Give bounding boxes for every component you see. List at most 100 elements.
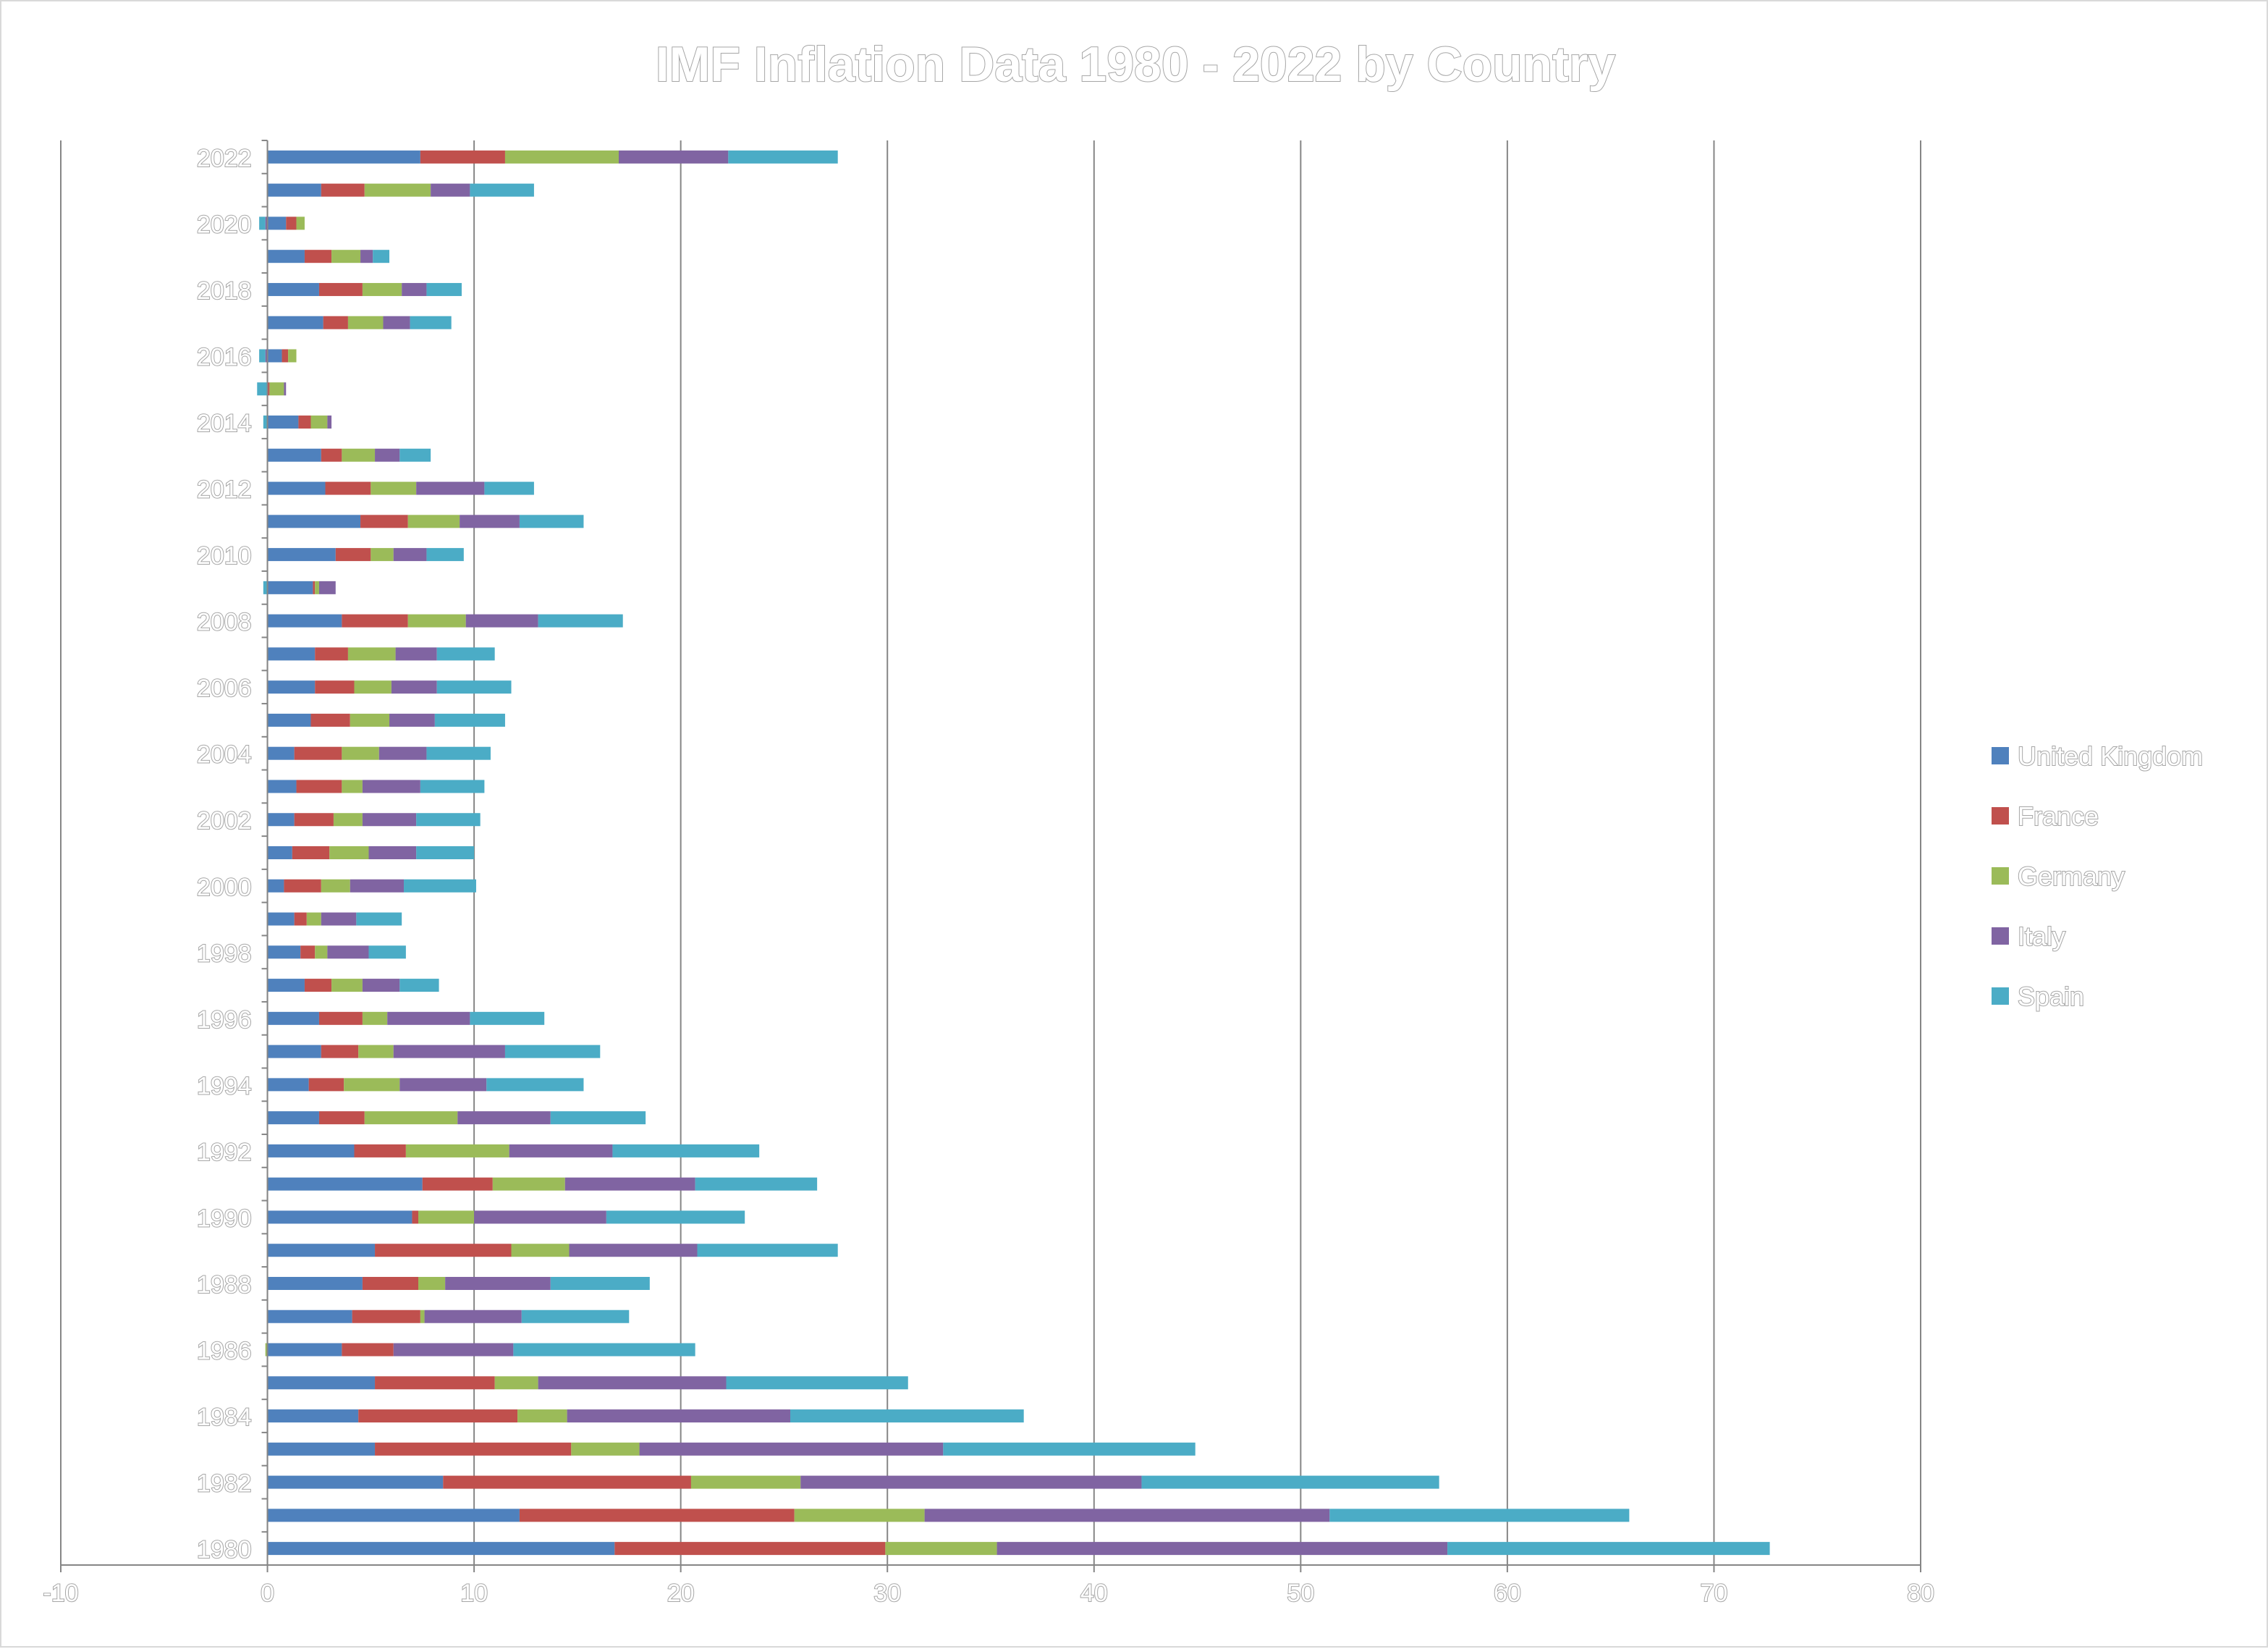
bar-segment-spain-1997 xyxy=(399,979,439,992)
bar-segment-italy-2005 xyxy=(389,713,435,727)
bar-segment-germany-2002 xyxy=(333,813,363,827)
bar-segment-france-2021 xyxy=(321,183,365,197)
bar-segment-germany-2022 xyxy=(504,150,619,164)
bar-segment-united-kingdom-1996 xyxy=(267,1011,319,1025)
x-tick-label: 70 xyxy=(1701,1580,1728,1607)
legend-label-france: France xyxy=(2018,801,2099,831)
y-tick-label: 2012 xyxy=(197,476,252,504)
bar-segment-united-kingdom-1984 xyxy=(267,1409,359,1423)
y-tick-label: 2020 xyxy=(197,211,252,238)
bar-segment-spain-1999 xyxy=(356,912,402,926)
bar-segment-france-1983 xyxy=(375,1442,572,1456)
bar-segment-spain-1996 xyxy=(470,1011,545,1025)
bar-segment-germany-2003 xyxy=(342,780,363,793)
bar-segment-united-kingdom-2007 xyxy=(267,647,316,661)
bar-segment-france-2005 xyxy=(310,713,350,727)
bar-segment-france-1998 xyxy=(300,945,316,959)
bar-segment-france-2008 xyxy=(342,614,408,628)
bar-segment-spain-1981 xyxy=(1329,1509,1630,1522)
bar-segment-united-kingdom-2016 xyxy=(267,349,282,363)
bar-segment-spain-2014 xyxy=(263,416,268,429)
bar-segment-spain-1984 xyxy=(790,1409,1024,1423)
bar-segment-france-2001 xyxy=(292,846,330,859)
bar-segment-france-1994 xyxy=(308,1078,344,1092)
bar-segment-france-2006 xyxy=(315,680,355,694)
bar-segment-france-2011 xyxy=(360,515,408,528)
y-tick-label: 1992 xyxy=(197,1139,252,1166)
x-tick-label: 10 xyxy=(460,1580,488,1607)
bar-segment-italy-1995 xyxy=(393,1045,505,1058)
bar-segment-germany-2005 xyxy=(350,713,390,727)
bar-segment-france-1982 xyxy=(443,1475,691,1489)
y-tick-label: 2008 xyxy=(197,609,252,636)
bar-segment-spain-1982 xyxy=(1141,1475,1439,1489)
y-tick-label: 2010 xyxy=(197,542,252,570)
bar-segment-united-kingdom-2017 xyxy=(267,316,323,329)
bar-segment-italy-2013 xyxy=(375,448,400,462)
bar-segment-italy-1990 xyxy=(474,1210,606,1224)
bar-segment-germany-2004 xyxy=(342,746,379,760)
bar-segment-united-kingdom-1997 xyxy=(267,979,305,992)
bar-segment-italy-1998 xyxy=(327,945,369,959)
bar-segment-united-kingdom-1991 xyxy=(267,1177,423,1191)
bar-segment-france-1996 xyxy=(318,1011,363,1025)
y-tick-label: 2022 xyxy=(197,145,252,172)
bar-segment-spain-1993 xyxy=(550,1111,646,1125)
legend-label-united-kingdom: United Kingdom xyxy=(2018,741,2203,771)
bar-segment-spain-2017 xyxy=(410,316,452,329)
bar-segment-italy-1984 xyxy=(567,1409,791,1423)
bar-segment-germany-1992 xyxy=(405,1144,509,1157)
bar-segment-italy-1999 xyxy=(321,912,357,926)
y-tick-label: 1980 xyxy=(197,1536,252,1564)
legend-swatch-france xyxy=(1992,807,2009,824)
bar-segment-france-2015 xyxy=(267,382,270,396)
bar-segment-spain-2009 xyxy=(263,581,268,594)
y-tick-label: 1998 xyxy=(197,940,252,967)
x-tick-label: 40 xyxy=(1080,1580,1108,1607)
bar-segment-spain-2001 xyxy=(416,846,475,859)
bar-segment-germany-2009 xyxy=(315,581,319,594)
bar-segment-united-kingdom-1988 xyxy=(267,1276,363,1290)
bar-segment-germany-1982 xyxy=(690,1475,801,1489)
bar-segment-italy-1987 xyxy=(424,1310,522,1323)
bar-segment-italy-2004 xyxy=(378,746,427,760)
bar-segment-italy-2011 xyxy=(460,515,520,528)
bar-segment-italy-1992 xyxy=(509,1144,613,1157)
bar-segment-germany-1995 xyxy=(358,1045,394,1058)
bar-segment-france-1990 xyxy=(412,1210,419,1224)
x-tick-label: 50 xyxy=(1287,1580,1314,1607)
bar-segment-france-1984 xyxy=(358,1409,518,1423)
legend-swatch-germany xyxy=(1992,867,2009,885)
bar-stacks xyxy=(257,150,1770,1556)
bar-segment-france-2020 xyxy=(286,216,297,230)
bar-segment-spain-2022 xyxy=(728,150,838,164)
bar-segment-italy-1991 xyxy=(564,1177,695,1191)
bar-segment-united-kingdom-2003 xyxy=(267,780,297,793)
bar-segment-germany-2011 xyxy=(407,515,460,528)
bar-segment-germany-1996 xyxy=(362,1011,388,1025)
bar-segment-united-kingdom-2002 xyxy=(267,813,295,827)
bar-segment-germany-1991 xyxy=(492,1177,565,1191)
bar-segment-united-kingdom-1992 xyxy=(267,1144,355,1157)
bar-segment-italy-2008 xyxy=(465,614,538,628)
bar-segment-italy-2010 xyxy=(393,548,427,562)
bar-segment-germany-1983 xyxy=(571,1442,640,1456)
bar-segment-italy-1993 xyxy=(457,1111,551,1125)
bar-segment-united-kingdom-2014 xyxy=(267,416,299,429)
bar-segment-france-2007 xyxy=(315,647,348,661)
bar-segment-germany-1997 xyxy=(331,979,363,992)
bar-segment-france-1995 xyxy=(321,1045,359,1058)
x-tick-label: 20 xyxy=(667,1580,695,1607)
bar-segment-spain-2012 xyxy=(484,481,534,495)
bar-segment-united-kingdom-1987 xyxy=(267,1310,352,1323)
tick-labels: -10 0 10 20 30 40 50 60 70 80 1980 1982 1984 1986 1988… xyxy=(42,144,1934,1608)
bar-segment-spain-2021 xyxy=(470,183,534,197)
bar-segment-italy-2003 xyxy=(362,780,420,793)
bar-segment-spain-2010 xyxy=(426,548,464,562)
bar-segment-germany-1980 xyxy=(885,1542,997,1556)
bar-segment-united-kingdom-2018 xyxy=(267,282,319,296)
bar-segment-spain-2016 xyxy=(259,349,266,363)
bar-segment-germany-1986 xyxy=(265,1343,268,1357)
bar-segment-spain-2008 xyxy=(538,614,623,628)
